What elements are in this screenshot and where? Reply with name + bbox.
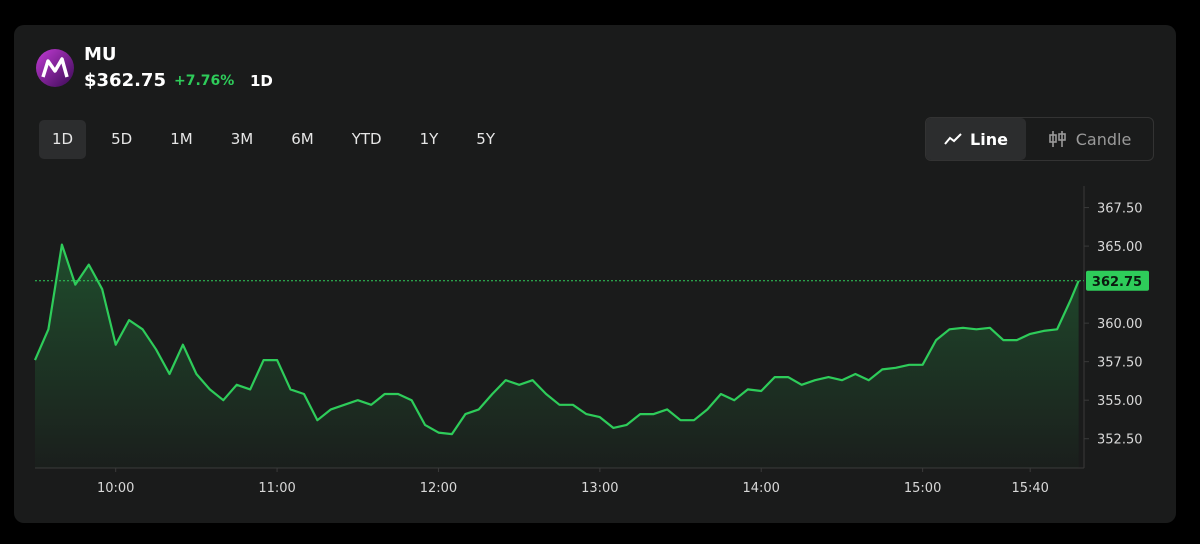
candle-button[interactable]: Candle — [1026, 118, 1153, 160]
y-tick-label: 355.00 — [1097, 394, 1143, 409]
y-tick-label: 367.50 — [1097, 202, 1143, 217]
symbol: MU — [84, 44, 117, 65]
x-tick-label: 12:00 — [420, 481, 457, 496]
x-tick-label: 15:00 — [904, 481, 941, 496]
line-button[interactable]: Line — [926, 118, 1026, 160]
range-tab[interactable]: 1D — [39, 120, 87, 159]
price: $362.75 — [84, 70, 166, 91]
range-tab[interactable]: 1Y — [419, 130, 439, 148]
y-tick-label: 352.50 — [1097, 433, 1143, 448]
range-tab[interactable]: 5Y — [476, 130, 496, 148]
y-tick-label: 357.50 — [1097, 356, 1143, 371]
x-tick-label: 14:00 — [742, 481, 779, 496]
period: 1D — [250, 72, 273, 90]
last-price-label: 362.75 — [1092, 275, 1142, 290]
x-tick-label: 13:00 — [581, 481, 618, 496]
range-tab[interactable]: YTD — [351, 130, 382, 148]
x-tick-label: 15:40 — [1011, 481, 1048, 496]
line-icon — [944, 133, 962, 145]
area-fill — [35, 244, 1079, 468]
range-tab[interactable]: 1M — [170, 130, 193, 148]
line-label: Line — [970, 129, 1008, 149]
y-tick-label: 365.00 — [1097, 240, 1143, 255]
logo — [36, 49, 74, 87]
chart-type-toggle: Line Candle — [925, 117, 1154, 161]
y-tick-label: 360.00 — [1097, 317, 1143, 332]
range-tab[interactable]: 5D — [111, 130, 133, 148]
last-price-box — [1086, 270, 1149, 291]
x-tick-label: 10:00 — [97, 481, 134, 496]
range-tab[interactable]: 6M — [291, 130, 314, 148]
price-line — [33, 243, 1080, 436]
range-tab[interactable]: 3M — [230, 130, 254, 148]
x-tick-label: 11:00 — [258, 481, 295, 496]
range-tabs: 1D 5D 1M 3M 6M YTD 1Y 5Y — [39, 120, 520, 159]
candle-icon — [1048, 131, 1066, 147]
candle-label: Candle — [1075, 129, 1132, 149]
change: +7.76% — [174, 73, 235, 89]
